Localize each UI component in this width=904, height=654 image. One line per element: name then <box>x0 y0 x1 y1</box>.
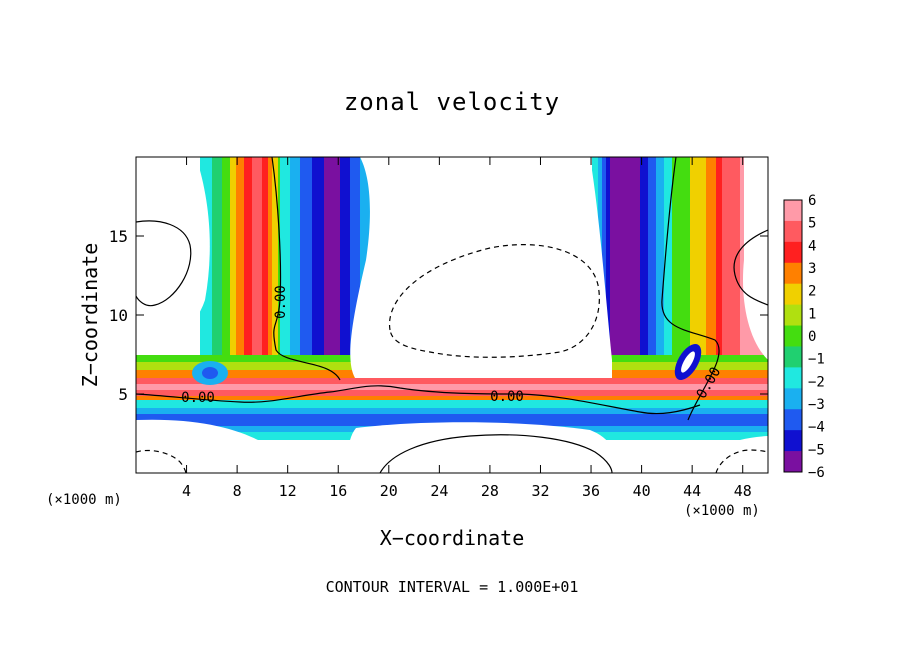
contour-label: 0.00 <box>181 390 215 406</box>
colorbar-segment <box>784 241 802 264</box>
colorbar-tick-label: −1 <box>808 352 825 368</box>
x-unit-label-left: (×1000 m) <box>46 492 122 508</box>
x-tick-label: 20 <box>380 482 398 500</box>
band <box>716 157 726 387</box>
colorbar-tick-label: 4 <box>808 238 816 254</box>
x-tick-label: 16 <box>329 482 347 500</box>
calm-region <box>743 157 768 360</box>
calm-region <box>136 419 264 473</box>
colorbar-tick-label: −4 <box>808 420 825 436</box>
colorbar-segment <box>784 367 802 389</box>
colorbar-segment <box>784 200 802 222</box>
eddy <box>202 367 218 379</box>
colorbar-segment <box>784 430 802 452</box>
calm-region <box>136 157 210 350</box>
x-tick-label: 24 <box>430 482 448 500</box>
colorbar: 6 5 4 3 2 1 0 −1 −2 −3 −4 −5 −6 <box>783 193 825 481</box>
negative-contour-bl <box>136 449 187 473</box>
y-axis: 5 10 15 <box>109 227 768 404</box>
velocity-bands <box>136 157 768 473</box>
colorbar-segment <box>784 304 802 327</box>
zero-contour-bottom <box>136 385 701 415</box>
chart-title: zonal velocity <box>343 88 561 116</box>
x-tick-label: 4 <box>182 482 191 500</box>
colorbar-segment <box>784 346 802 368</box>
colorbar-tick-label: 2 <box>808 284 816 300</box>
x-tick-label: 40 <box>633 482 651 500</box>
y-tick-label: 15 <box>109 227 128 246</box>
x-axis-label: X−coordinate <box>379 526 525 550</box>
y-tick-label: 10 <box>109 306 128 325</box>
colorbar-tick-label: −2 <box>808 374 825 390</box>
calm-region <box>350 157 612 378</box>
calm-region <box>348 422 618 473</box>
x-tick-label: 8 <box>233 482 242 500</box>
calm-region <box>700 436 768 473</box>
contour-lines <box>136 157 768 473</box>
x-tick-label: 44 <box>683 482 701 500</box>
x-tick-label: 36 <box>582 482 600 500</box>
right-lobe <box>733 229 768 306</box>
left-lobe <box>136 220 192 307</box>
eddy <box>681 351 695 373</box>
contour-label: 0.00 <box>490 389 524 405</box>
colorbar-tick-label: −3 <box>808 397 825 413</box>
colorbar-segment <box>784 325 802 347</box>
negative-contour-center <box>388 244 600 358</box>
x-tick-label: 32 <box>531 482 549 500</box>
colorbar-tick-label: 1 <box>808 306 816 322</box>
colorbar-tick-label: 5 <box>808 216 816 232</box>
x-unit-label-right: (×1000 m) <box>684 503 760 519</box>
band <box>324 157 340 387</box>
colorbar-tick-label: −6 <box>808 465 825 481</box>
colorbar-frame <box>783 199 803 473</box>
bottom-lobe <box>379 434 613 473</box>
contour-label: 0.00 <box>273 285 289 319</box>
field <box>136 157 768 473</box>
colorbar-tick-label: 6 <box>808 193 816 209</box>
y-axis-label: Z−coordinate <box>78 242 102 388</box>
x-axis: 4 8 12 16 20 24 28 32 36 40 44 48 <box>182 157 752 500</box>
colorbar-tick-label: 3 <box>808 261 816 277</box>
band <box>136 414 768 426</box>
band <box>136 384 768 390</box>
colorbar-segment <box>784 283 802 306</box>
colorbar-segment <box>784 262 802 285</box>
x-tick-label: 28 <box>481 482 499 500</box>
colorbar-segment <box>784 409 802 431</box>
colorbar-segment <box>784 451 802 473</box>
x-tick-label: 12 <box>279 482 297 500</box>
band <box>252 157 262 387</box>
contour-interval-note: CONTOUR INTERVAL = 1.000E+01 <box>325 578 579 596</box>
zero-contour-left <box>271 157 341 381</box>
colorbar-segment <box>784 220 802 243</box>
negative-contour-br <box>715 449 768 473</box>
y-tick-label: 5 <box>118 385 128 404</box>
x-tick-label: 48 <box>734 482 752 500</box>
colorbar-tick-label: 0 <box>808 329 816 345</box>
colorbar-tick-label: −5 <box>808 442 825 458</box>
zero-contour-right <box>661 157 720 421</box>
colorbar-segment <box>784 388 802 410</box>
